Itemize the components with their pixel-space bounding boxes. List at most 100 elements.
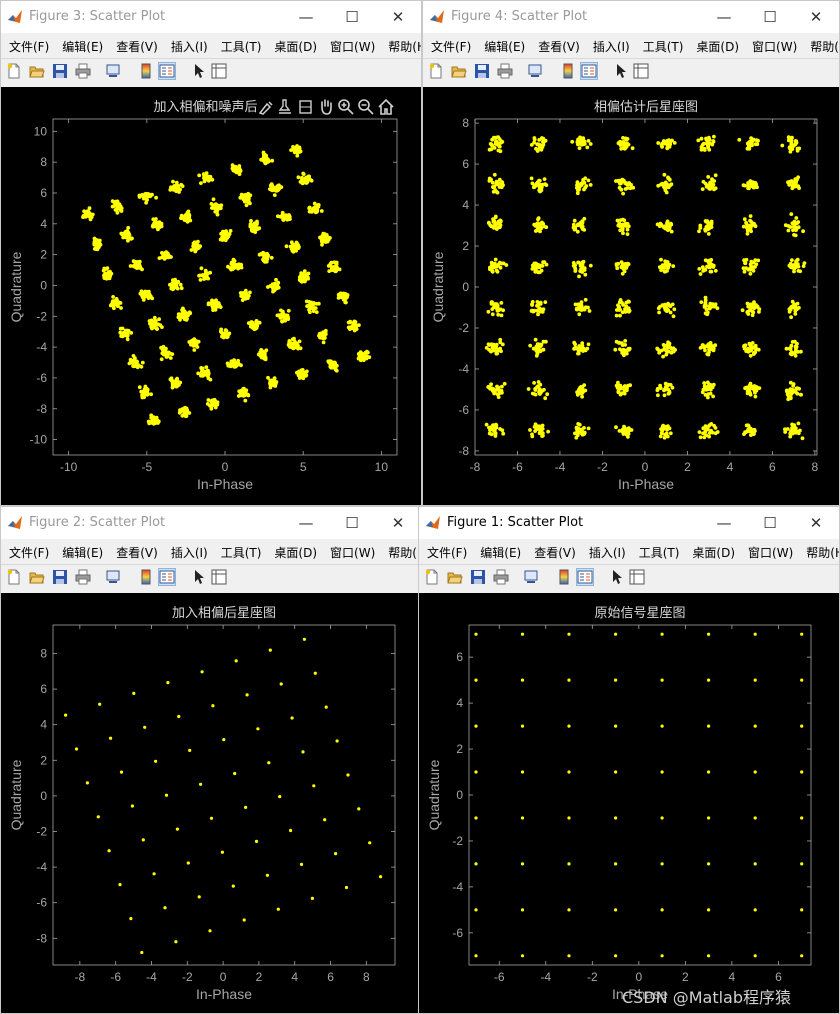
- new-figure-icon[interactable]: [6, 569, 22, 585]
- title-bar[interactable]: Figure 1: Scatter Plot — ☐ ✕: [419, 507, 839, 539]
- link-plot-icon[interactable]: [523, 569, 539, 585]
- save-icon[interactable]: [52, 569, 68, 585]
- menu-edit[interactable]: 编辑(E): [62, 40, 104, 54]
- menu-window[interactable]: 窗口(W): [748, 546, 794, 560]
- legend-icon[interactable]: [580, 62, 598, 80]
- menu-insert[interactable]: 插入(I): [170, 40, 208, 54]
- menu-desktop[interactable]: 桌面(D): [274, 546, 318, 560]
- menu-help[interactable]: 帮助(H): [806, 546, 839, 560]
- y-tick-label: 6: [456, 650, 463, 664]
- minimize-button[interactable]: —: [298, 514, 314, 532]
- y-tick-label: 2: [40, 248, 47, 262]
- menu-window[interactable]: 窗口(W): [330, 546, 376, 560]
- new-figure-icon[interactable]: [424, 569, 440, 585]
- new-figure-icon[interactable]: [6, 63, 22, 79]
- edit-plot-arrow-icon[interactable]: [190, 569, 206, 585]
- maximize-button[interactable]: ☐: [763, 514, 777, 532]
- menu-tools[interactable]: 工具(T): [220, 40, 262, 54]
- property-inspector-icon[interactable]: [629, 569, 645, 585]
- menu-tools[interactable]: 工具(T): [642, 40, 684, 54]
- menu-view[interactable]: 查看(V): [534, 546, 576, 560]
- menu-insert[interactable]: 插入(I): [588, 546, 626, 560]
- open-file-icon[interactable]: [29, 63, 45, 79]
- legend-icon[interactable]: [158, 568, 176, 586]
- property-inspector-icon[interactable]: [633, 63, 649, 79]
- edit-plot-arrow-icon[interactable]: [608, 569, 624, 585]
- colorbar-icon[interactable]: [560, 63, 576, 79]
- menu-insert[interactable]: 插入(I): [592, 40, 630, 54]
- menu-file[interactable]: 文件(F): [427, 546, 468, 560]
- scatter-point: [618, 386, 623, 391]
- save-icon[interactable]: [52, 63, 68, 79]
- menu-window[interactable]: 窗口(W): [330, 40, 376, 54]
- menu-window[interactable]: 窗口(W): [752, 40, 798, 54]
- property-inspector-icon[interactable]: [211, 569, 227, 585]
- menu-tools[interactable]: 工具(T): [638, 546, 680, 560]
- print-icon[interactable]: [493, 569, 509, 585]
- menu-view[interactable]: 查看(V): [116, 546, 158, 560]
- scatter-point: [587, 309, 592, 313]
- scatter-point: [742, 217, 747, 222]
- edit-plot-arrow-icon[interactable]: [612, 63, 628, 79]
- minimize-button[interactable]: —: [716, 8, 732, 26]
- open-file-icon[interactable]: [451, 63, 467, 79]
- menu-edit[interactable]: 编辑(E): [484, 40, 526, 54]
- colorbar-icon[interactable]: [138, 569, 154, 585]
- x-tick-label: 8: [812, 460, 819, 474]
- legend-icon[interactable]: [158, 62, 176, 80]
- scatter-point: [708, 343, 713, 348]
- scatter-point: [750, 313, 755, 318]
- link-plot-icon[interactable]: [105, 569, 121, 585]
- print-icon[interactable]: [75, 63, 91, 79]
- scatter-point: [665, 345, 670, 350]
- minimize-button[interactable]: —: [298, 8, 314, 26]
- menu-view[interactable]: 查看(V): [538, 40, 580, 54]
- menu-desktop[interactable]: 桌面(D): [692, 546, 736, 560]
- minimize-button[interactable]: —: [716, 514, 732, 532]
- save-icon[interactable]: [474, 63, 490, 79]
- print-icon[interactable]: [75, 569, 91, 585]
- menu-help[interactable]: 帮助(H): [388, 40, 421, 54]
- colorbar-icon[interactable]: [138, 63, 154, 79]
- maximize-button[interactable]: ☐: [763, 8, 777, 26]
- scatter-point: [748, 141, 752, 146]
- scatter-point: [174, 940, 178, 944]
- maximize-button[interactable]: ☐: [345, 8, 359, 26]
- print-icon[interactable]: [497, 63, 513, 79]
- open-file-icon[interactable]: [29, 569, 45, 585]
- open-file-icon[interactable]: [447, 569, 463, 585]
- maximize-button[interactable]: ☐: [345, 514, 359, 532]
- colorbar-icon[interactable]: [556, 569, 572, 585]
- menu-tools[interactable]: 工具(T): [220, 546, 262, 560]
- menu-help[interactable]: 帮助(H): [810, 40, 839, 54]
- scatter-point: [537, 138, 542, 142]
- menu-desktop[interactable]: 桌面(D): [274, 40, 318, 54]
- menu-view[interactable]: 查看(V): [116, 40, 158, 54]
- menu-insert[interactable]: 插入(I): [170, 546, 208, 560]
- property-inspector-icon[interactable]: [211, 63, 227, 79]
- close-button[interactable]: ✕: [391, 514, 405, 532]
- legend-icon[interactable]: [576, 568, 594, 586]
- close-button[interactable]: ✕: [391, 8, 405, 26]
- scatter-point: [352, 328, 357, 333]
- new-figure-icon[interactable]: [428, 63, 444, 79]
- save-icon[interactable]: [470, 569, 486, 585]
- title-bar[interactable]: Figure 2: Scatter Plot — ☐ ✕: [1, 507, 421, 539]
- title-bar[interactable]: Figure 3: Scatter Plot — ☐ ✕: [1, 1, 421, 33]
- scatter-point: [532, 140, 536, 145]
- close-button[interactable]: ✕: [809, 514, 823, 532]
- link-plot-icon[interactable]: [527, 63, 543, 79]
- menu-edit[interactable]: 编辑(E): [480, 546, 522, 560]
- menu-desktop[interactable]: 桌面(D): [696, 40, 740, 54]
- menu-file[interactable]: 文件(F): [431, 40, 472, 54]
- link-plot-icon[interactable]: [105, 63, 121, 79]
- scatter-point: [173, 381, 178, 386]
- menu-edit[interactable]: 编辑(E): [62, 546, 104, 560]
- menu-file[interactable]: 文件(F): [9, 40, 50, 54]
- title-bar[interactable]: Figure 4: Scatter Plot — ☐ ✕: [423, 1, 839, 33]
- scatter-point: [115, 210, 120, 215]
- edit-plot-arrow-icon[interactable]: [190, 63, 206, 79]
- menu-file[interactable]: 文件(F): [9, 546, 50, 560]
- close-button[interactable]: ✕: [809, 8, 823, 26]
- menu-help[interactable]: 帮助(H): [388, 546, 421, 560]
